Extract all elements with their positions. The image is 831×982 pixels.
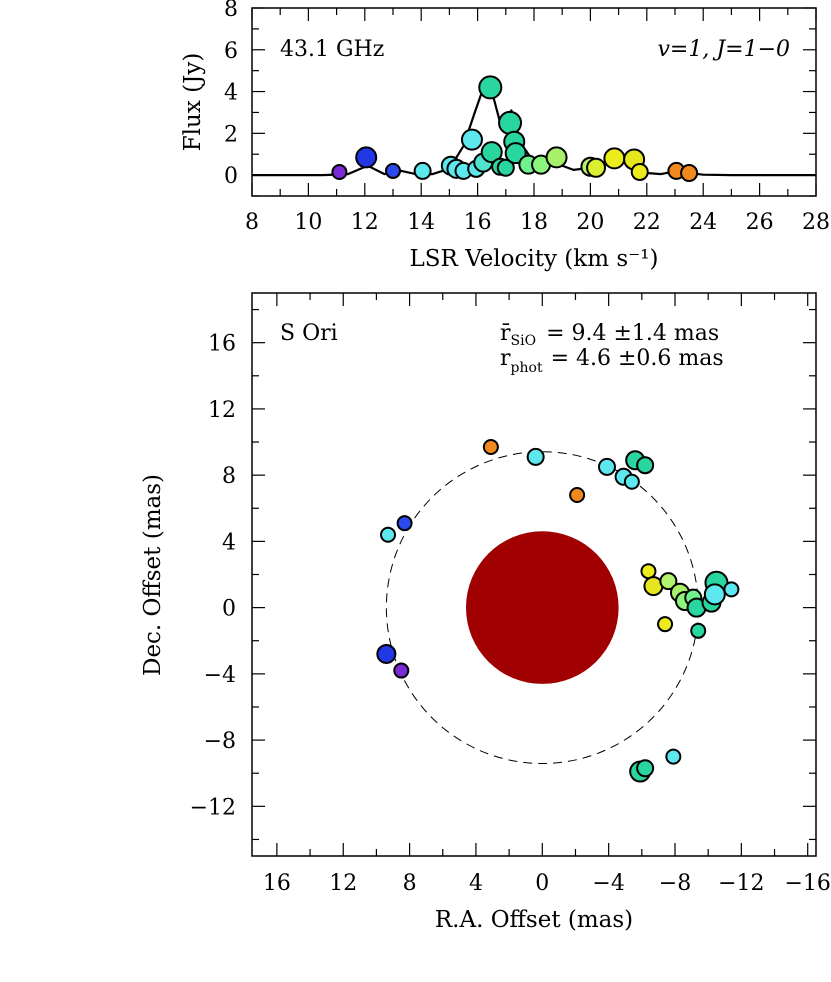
y-tick-label: 0	[222, 597, 236, 622]
y-tick-label: 6	[224, 39, 238, 64]
phot-radius-symbol: r	[500, 346, 511, 371]
spectrum-point	[680, 164, 699, 183]
x-tick-label: 28	[802, 210, 830, 235]
x-tick-label: −8	[659, 871, 691, 896]
maser-spot	[723, 581, 740, 598]
y-tick-label: 16	[208, 332, 236, 357]
x-tick-label: 10	[294, 210, 322, 235]
x-tick-label: 16	[464, 210, 492, 235]
maser-spot	[659, 572, 678, 591]
x-tick-label: 22	[633, 210, 661, 235]
x-tick-label: −12	[718, 871, 764, 896]
spectrum-point	[504, 142, 527, 165]
maser-spot	[569, 487, 586, 504]
y-tick-label: 0	[224, 164, 238, 189]
x-tick-label: 24	[689, 210, 717, 235]
maser-spots	[376, 438, 740, 783]
x-tick-label: 26	[746, 210, 774, 235]
spectrum-point	[545, 146, 568, 169]
spectrum-point	[385, 162, 401, 179]
x-tick-label: 8	[245, 210, 259, 235]
maser-spot	[690, 622, 707, 639]
x-tick-label: 0	[535, 871, 549, 896]
spectrum-point	[630, 162, 649, 181]
maser-spot	[396, 515, 413, 532]
maser-spot	[640, 563, 657, 580]
phot-radius-value: = 4.6 ±0.6 mas	[551, 346, 724, 371]
maser-spot	[703, 583, 726, 606]
map-ticks	[252, 293, 816, 856]
x-tick-label: −16	[784, 871, 830, 896]
maser-spot	[393, 662, 410, 679]
maser-spot	[597, 457, 616, 476]
maser-spot	[376, 643, 397, 664]
maser-spot	[623, 473, 640, 490]
x-tick-label: 12	[351, 210, 379, 235]
spectrum-point	[331, 163, 348, 180]
maser-spot	[657, 616, 674, 633]
sio-radius-value: = 9.4 ±1.4 mas	[546, 321, 719, 346]
spectrum-point	[355, 146, 378, 169]
y-tick-label: 4	[222, 530, 236, 555]
map-tick-labels: 16 12 8 4 0 −4 −8 −12 −16 16 12 8 4 0 −4 −8 −12	[190, 332, 831, 896]
y-tick-label: 2	[224, 122, 238, 147]
spectrum-point	[460, 128, 483, 151]
sio-radius-subscript: SiO	[511, 333, 537, 349]
frequency-label: 43.1 GHz	[280, 37, 384, 62]
y-tick-label: 12	[208, 398, 236, 423]
spectrum-x-axis-title: LSR Velocity (km s⁻¹)	[410, 246, 659, 272]
phot-radius-subscript: phot	[511, 360, 543, 376]
y-tick-label: 8	[222, 464, 236, 489]
sio-radius-symbol: r̄	[500, 321, 511, 346]
maser-spot	[380, 526, 397, 543]
y-tick-label: −4	[204, 663, 236, 688]
spectrum-point	[498, 110, 523, 135]
spectrum-point	[586, 157, 607, 178]
x-tick-label: 8	[403, 871, 417, 896]
phot-radius-label: rphot = 4.6 ±0.6 mas	[500, 346, 724, 376]
star-name-label: S Ori	[280, 321, 338, 346]
x-tick-label: 20	[576, 210, 604, 235]
maser-spot	[526, 447, 545, 466]
maser-spot	[482, 438, 499, 455]
spectrum-point	[480, 141, 503, 164]
maser-spot	[665, 748, 682, 765]
map-y-axis-title: Dec. Offset (mas)	[140, 474, 166, 676]
spectrum-point	[603, 147, 626, 170]
y-tick-label: 8	[224, 0, 238, 22]
map-x-axis-title: R.A. Offset (mas)	[435, 907, 633, 933]
spectrum-point	[478, 75, 503, 100]
photosphere-disk	[465, 531, 619, 684]
x-tick-label: 14	[407, 210, 435, 235]
transition-label: v=1, J=1−0	[657, 37, 790, 62]
spectrum-y-axis-title: Flux (Jy)	[180, 53, 206, 152]
x-tick-label: 12	[329, 871, 357, 896]
maser-spot	[636, 456, 655, 475]
spectrum-points	[331, 75, 699, 183]
y-tick-label: −12	[190, 795, 236, 820]
sio-radius-label: r̄SiO = 9.4 ±1.4 mas	[500, 321, 719, 349]
x-tick-label: 4	[469, 871, 483, 896]
x-tick-label: −4	[592, 871, 624, 896]
y-tick-label: −8	[204, 729, 236, 754]
x-tick-label: 18	[520, 210, 548, 235]
maser-spot	[636, 759, 655, 778]
spectrum-point	[496, 158, 515, 177]
x-tick-label: 16	[263, 871, 291, 896]
map-panel: 16 12 8 4 0 −4 −8 −12 −16 16 12 8 4 0 −4 −8 −12 S Ori r̄…	[140, 292, 831, 933]
spectrum-point	[413, 161, 432, 180]
y-tick-label: 4	[224, 81, 238, 106]
